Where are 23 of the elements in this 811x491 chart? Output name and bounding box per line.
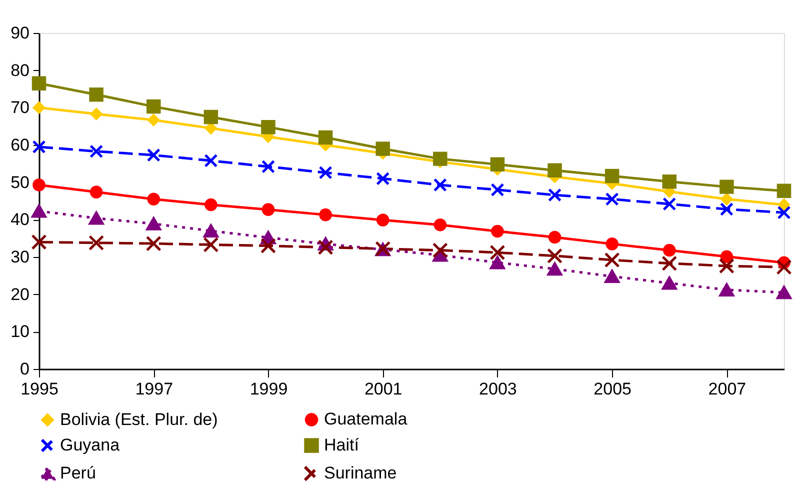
y-tick-label: 60 xyxy=(10,136,30,154)
y-tick-label: 30 xyxy=(10,248,30,266)
legend-label: Perú xyxy=(60,464,96,482)
y-tick-label: 0 xyxy=(20,360,30,378)
x-tick-label: 2001 xyxy=(364,380,402,398)
y-tick-label: 20 xyxy=(10,284,30,304)
x-tick-label: 2005 xyxy=(594,380,632,398)
y-tick-label: 70 xyxy=(10,98,30,118)
y-tick-label: 40 xyxy=(10,210,30,230)
x-tick-label: 1995 xyxy=(20,380,58,398)
x-tick-label: 2003 xyxy=(479,380,517,398)
x-tick-label: 1997 xyxy=(135,380,174,398)
y-tick-label: 80 xyxy=(10,60,30,80)
y-tick-label: 10 xyxy=(10,322,30,342)
y-tick-label: 50 xyxy=(10,172,30,192)
legend-label: Suriname xyxy=(324,464,397,482)
legend-label: Bolivia (Est. Plur. de) xyxy=(60,410,218,429)
legend-label: Haití xyxy=(324,436,360,454)
x-tick-label: 1999 xyxy=(250,380,288,398)
x-tick-label: 2007 xyxy=(708,380,746,398)
legend-label: Guyana xyxy=(60,436,120,454)
y-tick-label: 90 xyxy=(10,24,30,42)
legend-label: Guatemala xyxy=(324,410,408,429)
